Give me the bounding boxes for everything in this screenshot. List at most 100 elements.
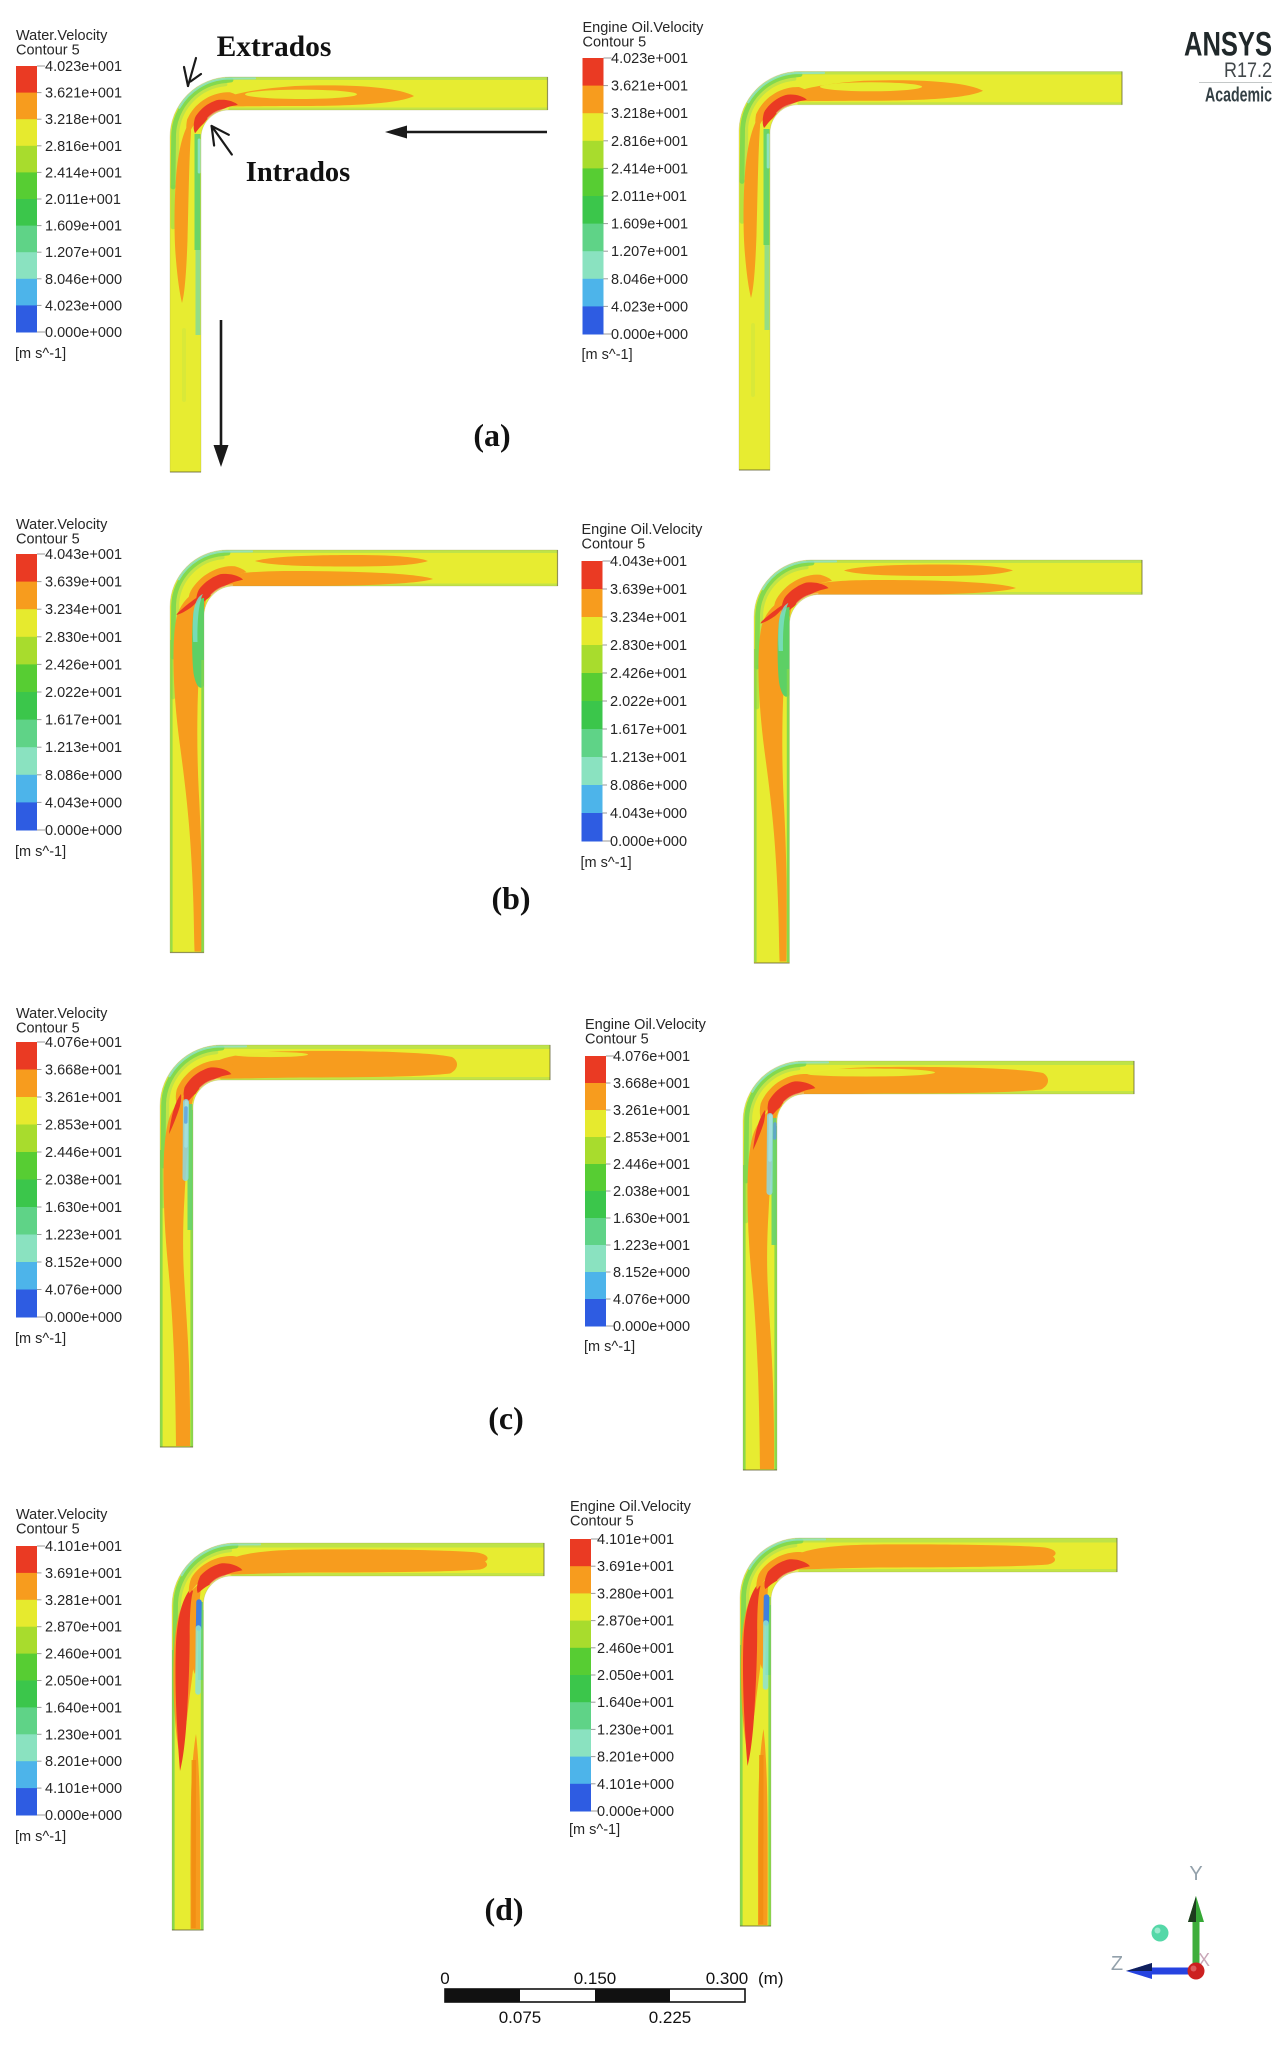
- svg-text:(a): (a): [473, 417, 510, 453]
- svg-text:2.853e+001: 2.853e+001: [613, 1130, 690, 1146]
- svg-text:0.000e+000: 0.000e+000: [613, 1319, 690, 1335]
- svg-text:3.261e+001: 3.261e+001: [45, 1090, 122, 1106]
- svg-text:0.225: 0.225: [649, 2008, 692, 2027]
- svg-text:[m s^-1]: [m s^-1]: [15, 844, 66, 860]
- svg-text:Z: Z: [1111, 1953, 1123, 1975]
- svg-text:0.000e+000: 0.000e+000: [610, 834, 687, 850]
- svg-text:4.101e+000: 4.101e+000: [45, 1781, 122, 1797]
- svg-text:2.050e+001: 2.050e+001: [45, 1674, 122, 1690]
- svg-text:2.050e+001: 2.050e+001: [597, 1668, 674, 1684]
- svg-text:4.043e+001: 4.043e+001: [610, 554, 687, 570]
- svg-text:0.000e+000: 0.000e+000: [45, 823, 122, 839]
- svg-text:Contour 5: Contour 5: [16, 43, 80, 59]
- svg-text:Contour 5: Contour 5: [582, 537, 646, 553]
- svg-text:1.230e+001: 1.230e+001: [45, 1727, 122, 1743]
- svg-text:(m): (m): [758, 1969, 783, 1988]
- svg-text:2.816e+001: 2.816e+001: [45, 139, 122, 155]
- svg-text:1.230e+001: 1.230e+001: [597, 1722, 674, 1738]
- svg-text:R17.2: R17.2: [1224, 59, 1272, 82]
- svg-text:3.261e+001: 3.261e+001: [613, 1103, 690, 1119]
- svg-text:3.639e+001: 3.639e+001: [45, 575, 122, 591]
- svg-text:[m s^-1]: [m s^-1]: [15, 346, 66, 362]
- svg-text:8.152e+000: 8.152e+000: [45, 1255, 122, 1271]
- svg-text:0.000e+000: 0.000e+000: [45, 1310, 122, 1326]
- svg-text:Academic: Academic: [1205, 85, 1272, 107]
- svg-text:Contour 5: Contour 5: [16, 532, 80, 548]
- svg-text:4.076e+000: 4.076e+000: [45, 1283, 122, 1299]
- svg-text:Contour 5: Contour 5: [16, 1522, 80, 1538]
- svg-text:4.076e+001: 4.076e+001: [613, 1049, 690, 1065]
- svg-text:2.870e+001: 2.870e+001: [45, 1620, 122, 1636]
- svg-text:4.023e+000: 4.023e+000: [45, 298, 122, 314]
- svg-text:1.207e+001: 1.207e+001: [611, 244, 688, 260]
- svg-text:2.038e+001: 2.038e+001: [45, 1173, 122, 1189]
- svg-text:2.414e+001: 2.414e+001: [45, 165, 122, 181]
- svg-text:Water.Velocity: Water.Velocity: [16, 517, 108, 533]
- svg-text:3.280e+001: 3.280e+001: [597, 1586, 674, 1602]
- svg-text:2.816e+001: 2.816e+001: [611, 134, 688, 150]
- svg-text:0.000e+000: 0.000e+000: [45, 325, 122, 341]
- svg-text:2.022e+001: 2.022e+001: [610, 694, 687, 710]
- svg-text:2.426e+001: 2.426e+001: [610, 666, 687, 682]
- svg-text:1.207e+001: 1.207e+001: [45, 245, 122, 261]
- svg-text:4.023e+000: 4.023e+000: [611, 299, 688, 315]
- svg-text:Contour 5: Contour 5: [585, 1032, 649, 1048]
- svg-text:1.640e+001: 1.640e+001: [45, 1700, 122, 1716]
- svg-text:3.218e+001: 3.218e+001: [611, 106, 688, 122]
- svg-text:Y: Y: [1189, 1863, 1202, 1885]
- svg-text:2.830e+001: 2.830e+001: [45, 630, 122, 646]
- svg-text:0.150: 0.150: [574, 1969, 617, 1988]
- svg-text:8.046e+000: 8.046e+000: [611, 272, 688, 288]
- svg-text:2.414e+001: 2.414e+001: [611, 161, 688, 177]
- svg-text:2.011e+001: 2.011e+001: [611, 189, 687, 205]
- svg-text:2.870e+001: 2.870e+001: [597, 1614, 674, 1630]
- svg-text:3.691e+001: 3.691e+001: [45, 1566, 122, 1582]
- svg-text:0.075: 0.075: [499, 2008, 542, 2027]
- svg-text:[m s^-1]: [m s^-1]: [15, 1331, 66, 1347]
- svg-text:3.639e+001: 3.639e+001: [610, 582, 687, 598]
- svg-text:8.046e+000: 8.046e+000: [45, 272, 122, 288]
- svg-text:2.038e+001: 2.038e+001: [613, 1184, 690, 1200]
- svg-text:[m s^-1]: [m s^-1]: [582, 347, 633, 363]
- svg-text:1.630e+001: 1.630e+001: [613, 1211, 690, 1227]
- svg-text:0.000e+000: 0.000e+000: [597, 1804, 674, 1820]
- svg-text:8.201e+000: 8.201e+000: [45, 1754, 122, 1770]
- svg-text:8.152e+000: 8.152e+000: [613, 1265, 690, 1281]
- svg-text:4.023e+001: 4.023e+001: [611, 51, 688, 67]
- svg-text:8.086e+000: 8.086e+000: [610, 778, 687, 794]
- svg-text:1.213e+001: 1.213e+001: [610, 750, 687, 766]
- svg-text:2.446e+001: 2.446e+001: [45, 1145, 122, 1161]
- svg-text:Intrados: Intrados: [246, 157, 351, 188]
- svg-text:Water.Velocity: Water.Velocity: [16, 1507, 108, 1523]
- svg-text:0.000e+000: 0.000e+000: [611, 327, 688, 343]
- svg-text:1.617e+001: 1.617e+001: [610, 722, 687, 738]
- svg-text:[m s^-1]: [m s^-1]: [584, 1339, 635, 1355]
- svg-text:4.101e+000: 4.101e+000: [597, 1777, 674, 1793]
- svg-text:2.460e+001: 2.460e+001: [45, 1647, 122, 1663]
- svg-text:Contour 5: Contour 5: [583, 35, 647, 51]
- svg-text:3.218e+001: 3.218e+001: [45, 112, 122, 128]
- svg-text:8.201e+000: 8.201e+000: [597, 1750, 674, 1766]
- svg-text:2.011e+001: 2.011e+001: [45, 192, 121, 208]
- svg-text:1.630e+001: 1.630e+001: [45, 1200, 122, 1216]
- svg-text:2.426e+001: 2.426e+001: [45, 657, 122, 673]
- svg-text:3.281e+001: 3.281e+001: [45, 1593, 122, 1609]
- svg-text:[m s^-1]: [m s^-1]: [581, 855, 632, 871]
- svg-text:1.609e+001: 1.609e+001: [45, 219, 122, 235]
- svg-text:Contour 5: Contour 5: [570, 1514, 634, 1530]
- svg-text:1.609e+001: 1.609e+001: [611, 217, 688, 233]
- svg-text:1.617e+001: 1.617e+001: [45, 713, 122, 729]
- svg-text:3.234e+001: 3.234e+001: [610, 610, 687, 626]
- svg-text:Engine Oil.Velocity: Engine Oil.Velocity: [582, 522, 704, 538]
- svg-text:[m s^-1]: [m s^-1]: [569, 1822, 620, 1838]
- svg-text:4.076e+001: 4.076e+001: [45, 1035, 122, 1051]
- svg-text:3.234e+001: 3.234e+001: [45, 602, 122, 618]
- svg-text:3.668e+001: 3.668e+001: [45, 1063, 122, 1079]
- svg-text:(c): (c): [488, 1400, 524, 1436]
- svg-text:4.023e+001: 4.023e+001: [45, 59, 122, 75]
- svg-text:3.621e+001: 3.621e+001: [611, 79, 688, 95]
- svg-text:[m s^-1]: [m s^-1]: [15, 1829, 66, 1845]
- svg-text:1.213e+001: 1.213e+001: [45, 740, 122, 756]
- svg-text:Extrados: Extrados: [217, 31, 332, 63]
- svg-text:4.043e+000: 4.043e+000: [610, 806, 687, 822]
